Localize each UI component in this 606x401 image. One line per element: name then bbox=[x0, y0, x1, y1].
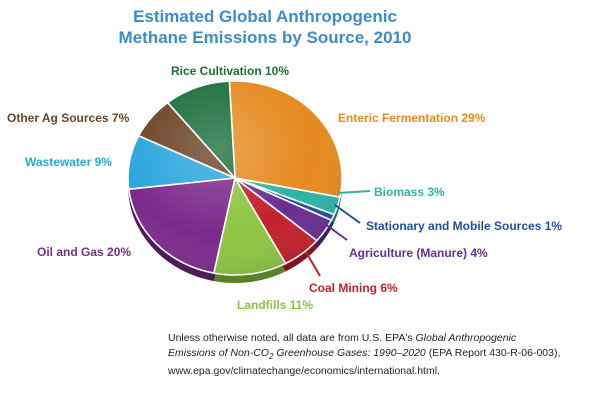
footnote-line-2: Emissions of Non-CO2 Greenhouse Gases: 1… bbox=[168, 347, 561, 362]
slice-label-6: Oil and Gas 20% bbox=[37, 245, 131, 259]
slice-label-9: Rice Cultivation 10% bbox=[171, 64, 289, 78]
slice-label-4: Coal Mining 6% bbox=[309, 281, 398, 295]
slice-label-2: Stationary and Mobile Sources 1% bbox=[366, 219, 562, 233]
leader-line-2 bbox=[334, 204, 361, 224]
footnote: Unless otherwise noted, all data are fro… bbox=[168, 331, 598, 379]
leader-line-4 bbox=[305, 251, 321, 277]
chart-title-line-1: Estimated Global Anthropogenic bbox=[133, 7, 397, 26]
chart-title-line-2: Methane Emissions by Source, 2010 bbox=[118, 28, 412, 47]
slice-label-3: Agriculture (Manure) 4% bbox=[349, 246, 488, 260]
footnote-line-1: Unless otherwise noted, all data are fro… bbox=[168, 332, 517, 344]
slice-label-0: Enteric Fermentation 29% bbox=[338, 111, 486, 125]
leader-line-3 bbox=[324, 223, 348, 241]
slice-label-8: Other Ag Sources 7% bbox=[7, 111, 130, 125]
footnote-line-3: www.epa.gov/climatechange/economics/inte… bbox=[168, 365, 440, 378]
chart-title: Estimated Global Anthropogenic Methane E… bbox=[90, 6, 440, 48]
pie-gloss bbox=[128, 81, 342, 275]
leader-line-1 bbox=[337, 190, 371, 194]
slice-label-5: Landfills 11% bbox=[237, 298, 313, 312]
slice-label-7: Wastewater 9% bbox=[25, 155, 112, 169]
slice-label-1: Biomass 3% bbox=[374, 185, 445, 199]
